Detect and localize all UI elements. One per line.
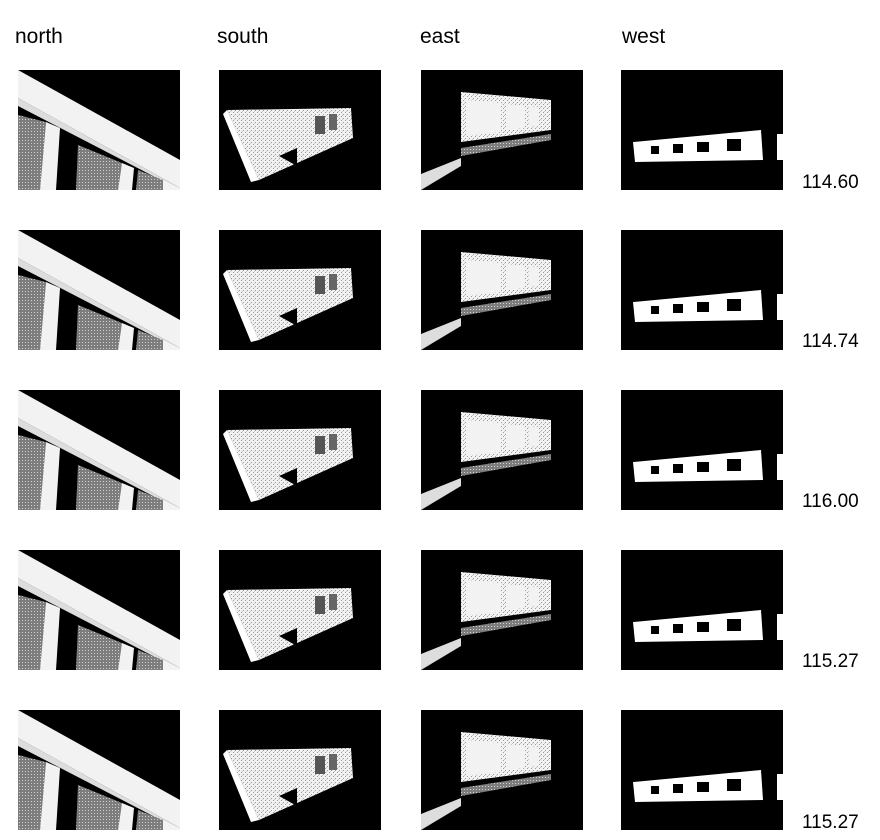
render-north-2 xyxy=(18,230,180,350)
render-image-north-2 xyxy=(18,230,180,350)
render-image-west-5 xyxy=(621,710,783,830)
render-east-5 xyxy=(421,710,583,830)
render-east-2 xyxy=(421,230,583,350)
render-image-east-2 xyxy=(421,230,583,350)
row-value-1: 114.60 xyxy=(802,172,859,193)
render-north-4 xyxy=(18,550,180,670)
render-west-1 xyxy=(621,70,783,190)
render-north-5 xyxy=(18,710,180,830)
render-image-west-4 xyxy=(621,550,783,670)
row-value-5: 115.27 xyxy=(802,812,859,833)
render-image-east-1 xyxy=(421,70,583,190)
column-header-south: south xyxy=(217,25,269,48)
render-image-north-5 xyxy=(18,710,180,830)
render-east-1 xyxy=(421,70,583,190)
row-value-2: 114.74 xyxy=(802,331,859,352)
render-south-3 xyxy=(219,390,381,510)
render-image-south-1 xyxy=(219,70,381,190)
row-value-4: 115.27 xyxy=(802,651,859,672)
render-south-1 xyxy=(219,70,381,190)
render-image-south-5 xyxy=(219,710,381,830)
render-north-1 xyxy=(18,70,180,190)
column-header-west: west xyxy=(622,25,666,48)
render-image-north-1 xyxy=(18,70,180,190)
render-image-north-3 xyxy=(18,390,180,510)
render-image-south-3 xyxy=(219,390,381,510)
render-image-east-3 xyxy=(421,390,583,510)
render-east-3 xyxy=(421,390,583,510)
column-header-north: north xyxy=(15,25,63,48)
render-west-5 xyxy=(621,710,783,830)
render-image-west-2 xyxy=(621,230,783,350)
render-west-4 xyxy=(621,550,783,670)
render-south-2 xyxy=(219,230,381,350)
render-north-3 xyxy=(18,390,180,510)
row-value-3: 116.00 xyxy=(802,491,859,512)
render-west-2 xyxy=(621,230,783,350)
render-west-3 xyxy=(621,390,783,510)
render-image-north-4 xyxy=(18,550,180,670)
column-header-east: east xyxy=(420,25,460,48)
render-image-south-2 xyxy=(219,230,381,350)
render-image-west-1 xyxy=(621,70,783,190)
render-image-south-4 xyxy=(219,550,381,670)
render-south-5 xyxy=(219,710,381,830)
render-image-east-4 xyxy=(421,550,583,670)
render-east-4 xyxy=(421,550,583,670)
render-south-4 xyxy=(219,550,381,670)
render-image-west-3 xyxy=(621,390,783,510)
render-image-east-5 xyxy=(421,710,583,830)
